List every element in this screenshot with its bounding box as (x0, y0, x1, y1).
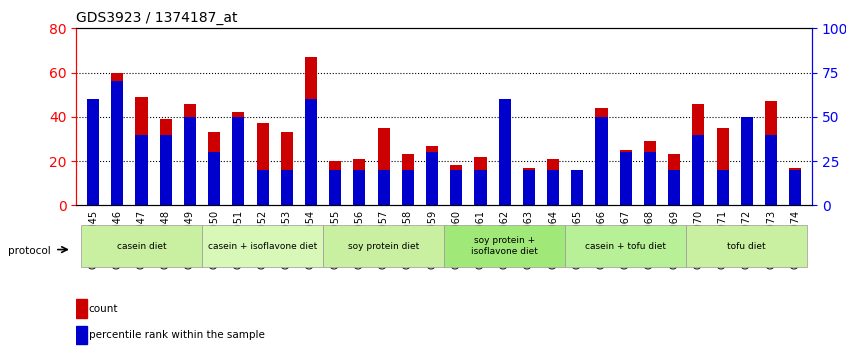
FancyBboxPatch shape (323, 225, 444, 267)
Bar (256, 170, 269, 205)
Bar (426, 152, 438, 205)
Bar (571, 170, 584, 205)
Bar (111, 81, 124, 205)
Bar (111, 73, 124, 205)
Text: casein + isoflavone diet: casein + isoflavone diet (208, 241, 317, 251)
Text: percentile rank within the sample: percentile rank within the sample (89, 330, 265, 340)
Text: casein diet: casein diet (117, 241, 167, 251)
Bar (256, 124, 269, 205)
FancyBboxPatch shape (81, 225, 202, 267)
Bar (765, 101, 777, 205)
Bar (329, 161, 341, 205)
Bar (596, 108, 607, 205)
Bar (765, 135, 777, 205)
FancyBboxPatch shape (444, 225, 565, 267)
Bar (475, 156, 486, 205)
Bar (233, 113, 244, 205)
Bar (475, 170, 486, 205)
Bar (76, 326, 86, 344)
Bar (668, 170, 680, 205)
Bar (523, 168, 535, 205)
Bar (305, 57, 317, 205)
Bar (329, 170, 341, 205)
Text: soy protein +
isoflavone diet: soy protein + isoflavone diet (471, 236, 538, 256)
Text: count: count (89, 304, 118, 314)
Bar (741, 117, 753, 205)
Bar (547, 159, 559, 205)
FancyBboxPatch shape (202, 225, 323, 267)
Bar (281, 170, 293, 205)
Bar (789, 168, 801, 205)
Bar (547, 170, 559, 205)
Bar (426, 145, 438, 205)
Bar (644, 141, 656, 205)
Bar (208, 152, 220, 205)
Bar (498, 99, 511, 205)
Bar (305, 99, 317, 205)
Bar (76, 299, 86, 318)
Bar (523, 170, 535, 205)
Bar (450, 166, 462, 205)
Text: tofu diet: tofu diet (728, 241, 766, 251)
Bar (717, 128, 728, 205)
Text: soy protein diet: soy protein diet (348, 241, 420, 251)
Bar (402, 170, 414, 205)
Bar (377, 128, 390, 205)
Bar (789, 170, 801, 205)
Bar (377, 170, 390, 205)
Bar (87, 119, 99, 205)
FancyBboxPatch shape (686, 225, 807, 267)
Bar (498, 113, 511, 205)
Bar (135, 97, 147, 205)
Bar (208, 132, 220, 205)
Bar (160, 119, 172, 205)
Bar (692, 104, 705, 205)
Bar (450, 170, 462, 205)
Bar (692, 135, 705, 205)
Text: protocol: protocol (8, 246, 52, 256)
Bar (741, 124, 753, 205)
Bar (644, 152, 656, 205)
Bar (184, 104, 196, 205)
Bar (717, 170, 728, 205)
Bar (281, 132, 293, 205)
Text: GDS3923 / 1374187_at: GDS3923 / 1374187_at (76, 11, 238, 25)
Bar (596, 117, 607, 205)
Bar (354, 170, 365, 205)
Bar (160, 135, 172, 205)
Bar (619, 150, 632, 205)
Bar (354, 159, 365, 205)
Bar (135, 135, 147, 205)
Bar (571, 172, 584, 205)
Bar (233, 117, 244, 205)
Bar (184, 117, 196, 205)
Bar (619, 152, 632, 205)
Bar (668, 154, 680, 205)
Text: casein + tofu diet: casein + tofu diet (585, 241, 667, 251)
Bar (87, 99, 99, 205)
FancyBboxPatch shape (565, 225, 686, 267)
Bar (402, 154, 414, 205)
